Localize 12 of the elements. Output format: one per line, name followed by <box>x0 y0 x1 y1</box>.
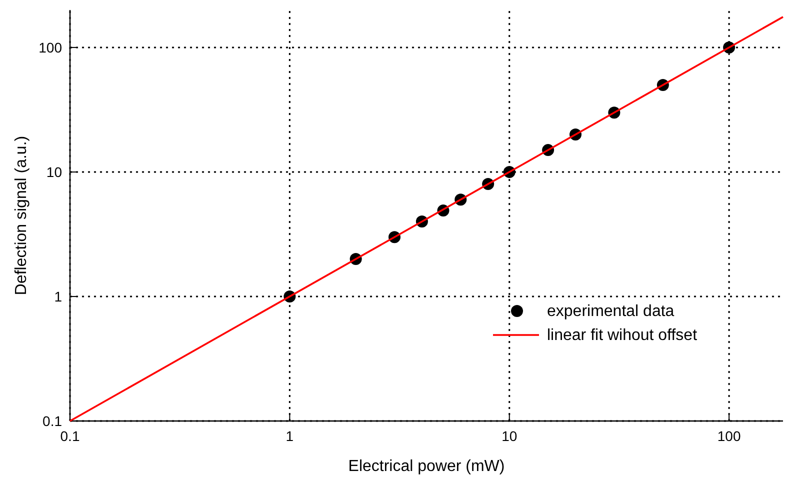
y-axis-title: Deflection signal (a.u.) <box>13 136 30 296</box>
y-tick-label: 100 <box>38 39 62 56</box>
y-tick-label: 0.1 <box>42 413 62 429</box>
y-tick-label: 10 <box>46 164 62 180</box>
x-tick-label: 100 <box>717 428 741 444</box>
legend-label: experimental data <box>547 303 674 320</box>
x-tick-label: 1 <box>286 428 294 444</box>
x-axis-title: Electrical power (mW) <box>348 458 505 475</box>
y-tick-label: 1 <box>54 288 62 304</box>
x-tick-label: 0.1 <box>60 428 80 444</box>
x-tick-label: 10 <box>502 428 518 444</box>
legend-label: linear fit wihout offset <box>547 327 698 344</box>
